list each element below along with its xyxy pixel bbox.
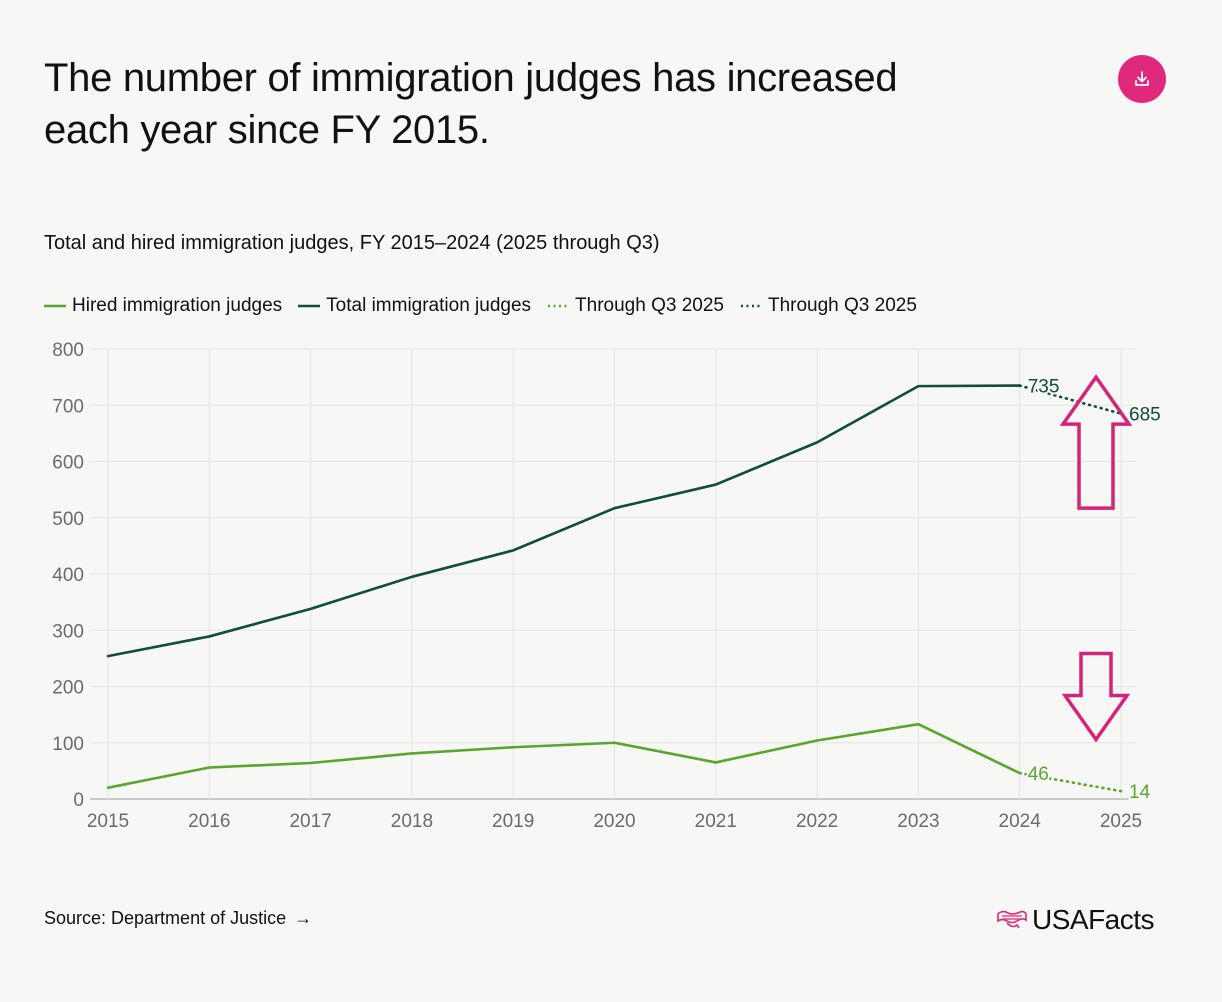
x-tick-label-2021: 2021 — [695, 811, 737, 832]
y-tick-label-400: 400 — [52, 565, 84, 586]
label-hired-2024: 46 — [1028, 764, 1049, 785]
line-chart: 0 100 200 300 400 500 600 700 800 2015 2016 2017 201… — [52, 340, 1162, 832]
y-tick-label-800: 800 — [52, 340, 84, 361]
source-link[interactable]: Source: Department of Justice → — [44, 908, 312, 929]
legend-label-hired-q3: Through Q3 2025 — [575, 295, 724, 316]
label-total-2024-halo: 735 — [1028, 377, 1060, 398]
legend-item-hired[interactable]: Hired immigration judges — [44, 295, 282, 317]
x-tick-label-2016: 2016 — [188, 811, 230, 832]
legend-item-hired-q3[interactable]: Through Q3 2025 — [547, 295, 724, 317]
x-tick-label-2019: 2019 — [492, 811, 534, 832]
legend-item-total-q3[interactable]: Through Q3 2025 — [740, 295, 917, 317]
legend-label-total-q3: Through Q3 2025 — [767, 295, 917, 316]
x-tick-label-2024: 2024 — [999, 811, 1042, 832]
x-tick-label-2020: 2020 — [593, 811, 635, 832]
x-tick-label-2018: 2018 — [391, 811, 433, 832]
series-hired-line[interactable] — [106, 722, 1022, 790]
legend-item-total[interactable]: Total immigration judges — [298, 295, 531, 317]
usa-flag-icon — [997, 910, 1027, 929]
legend-swatch-total-q3 — [740, 304, 762, 308]
brand-name: USAFacts — [1032, 904, 1155, 935]
y-tick-label-100: 100 — [52, 734, 84, 755]
series-total-line[interactable] — [106, 384, 1022, 658]
source-text: Source: Department of Justice — [44, 908, 287, 928]
legend-label-total: Total immigration judges — [326, 295, 532, 316]
y-tick-label-500: 500 — [52, 509, 84, 530]
legend-swatch-hired — [44, 304, 66, 308]
y-tick-label-300: 300 — [52, 621, 84, 642]
x-tick-label-2025: 2025 — [1100, 811, 1142, 832]
x-tick-label-2017: 2017 — [289, 811, 331, 832]
chart-title: The number of immigration judges has inc… — [44, 56, 898, 152]
y-tick-label-700: 700 — [52, 396, 84, 417]
legend-swatch-total — [298, 304, 321, 308]
annotation-arrow-down-icon — [1061, 651, 1131, 743]
label-total-2025-halo: 685 — [1129, 405, 1161, 426]
label-total-2024: 735 — [1028, 377, 1060, 398]
arrow-right-icon: → — [294, 908, 313, 928]
x-tick-label-2015: 2015 — [87, 811, 129, 832]
chart-legend: Hired immigration judges Total immigrati… — [44, 293, 933, 319]
label-hired-2025: 14 — [1129, 782, 1151, 803]
label-hired-2024-halo: 46 — [1028, 764, 1049, 785]
brand-logo: USAFacts — [996, 904, 1155, 936]
label-total-2025: 685 — [1129, 405, 1161, 426]
y-tick-label-0: 0 — [73, 790, 84, 811]
legend-swatch-hired-q3 — [548, 304, 570, 308]
y-tick-label-600: 600 — [52, 453, 84, 474]
series-hired-q3-dotted-line[interactable] — [1018, 771, 1123, 793]
label-hired-2025-halo: 14 — [1129, 782, 1151, 803]
x-tick-label-2023: 2023 — [897, 811, 939, 832]
series-total-q3-dotted-line[interactable] — [1018, 384, 1123, 415]
x-tick-label-2022: 2022 — [796, 811, 838, 832]
chart-subtitle: Total and hired immigration judges, FY 2… — [44, 232, 660, 254]
y-tick-label-200: 200 — [52, 678, 84, 699]
download-icon — [1135, 71, 1149, 86]
download-button[interactable] — [1118, 55, 1166, 103]
legend-label-hired: Hired immigration judges — [72, 295, 283, 316]
annotation-arrow-up-icon — [1059, 374, 1133, 510]
